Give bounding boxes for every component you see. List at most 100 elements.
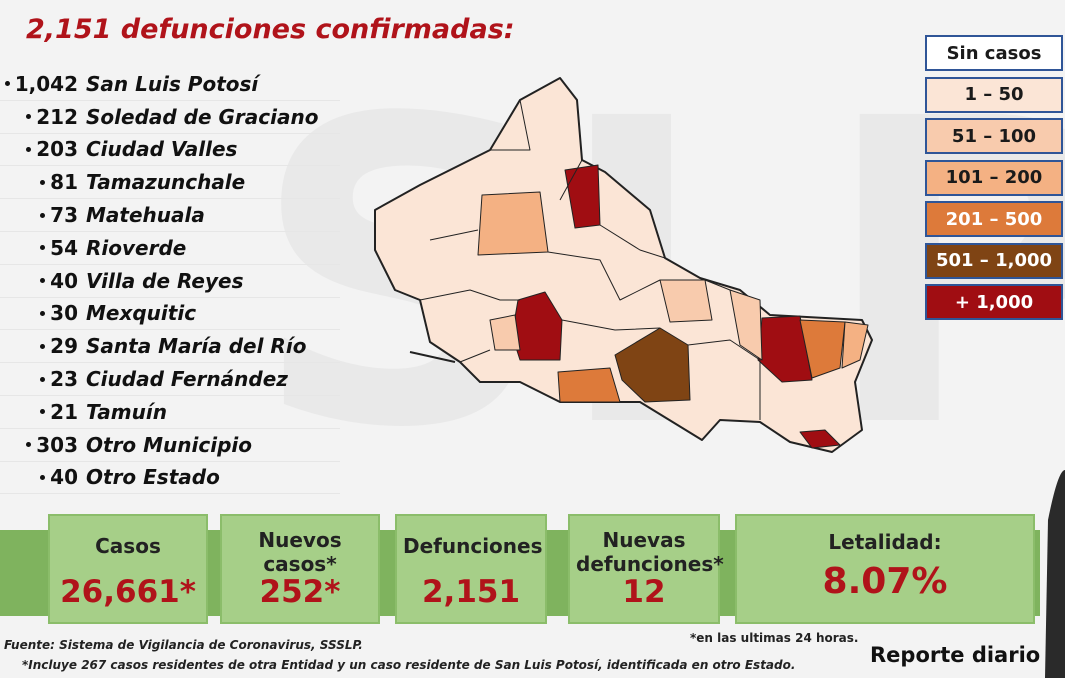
stat-box: Nuevas defunciones* 12 (568, 514, 724, 624)
bullet (40, 212, 46, 218)
death-count: 303 (36, 432, 78, 457)
stat-value: 252* (259, 574, 341, 610)
list-row: 54 Rioverde (0, 232, 340, 265)
legend: Sin casos 1 – 50 51 – 100 101 – 200 201 – 50… (925, 35, 1063, 326)
region (729, 289, 763, 361)
death-count: 30 (50, 301, 78, 326)
municipality: Santa María del Río (86, 334, 307, 359)
footer-label: Reporte diario (870, 643, 1041, 667)
list-row: 21 Tamuín (0, 396, 340, 429)
municipality: Tamazunchale (86, 170, 246, 195)
list-row: 30 Mexquitic (0, 298, 340, 331)
death-count-cell: 40 (0, 269, 78, 293)
presenter (1045, 470, 1065, 678)
stat-label: Casos (95, 534, 161, 558)
municipality: Rioverde (86, 235, 187, 260)
list-row: 40 Villa de Reyes (0, 265, 340, 298)
death-count-cell: 29 (0, 334, 78, 358)
death-count-cell: 303 (0, 433, 78, 457)
legend-entry: 51 – 100 (925, 118, 1063, 154)
death-count-cell: 23 (0, 367, 78, 391)
region (799, 429, 841, 449)
bullet (40, 343, 46, 349)
legend-entry: 1 – 50 (925, 76, 1063, 113)
list-row: 1,042 San Luis Potosí (0, 68, 340, 101)
death-count-cell: 40 (0, 465, 78, 489)
death-count-cell: 203 (0, 137, 78, 161)
legend-entry: Sin casos (925, 35, 1063, 71)
stat-label: Defunciones (403, 534, 543, 558)
borders (419, 99, 761, 420)
stat-value: 8.07% (822, 561, 948, 602)
stat-box: Letalidad: 8.07% (735, 514, 1035, 624)
death-count-cell: 54 (0, 236, 78, 260)
death-count: 29 (50, 334, 78, 359)
municipality: Otro Estado (86, 465, 220, 490)
bullet (40, 376, 46, 382)
bullet (26, 442, 32, 448)
region (557, 367, 621, 403)
note: *Incluye 267 casos residentes de otra En… (22, 658, 796, 672)
death-count-cell: 81 (0, 170, 78, 194)
region (489, 314, 521, 351)
footnote-24h: *en las ultimas 24 horas. (690, 631, 859, 645)
bullet (4, 81, 10, 87)
list-row: 303 Otro Municipio (0, 429, 340, 462)
legend-entry: 501 – 1,000 (925, 242, 1063, 279)
region (659, 279, 713, 323)
bullet (26, 146, 32, 152)
bullet (40, 474, 46, 480)
list-row: 23 Ciudad Fernández (0, 363, 340, 396)
bullet (26, 114, 32, 120)
death-count-cell: 212 (0, 105, 78, 129)
list-row: 29 Santa María del Río (0, 330, 340, 364)
death-count: 23 (50, 367, 78, 392)
stat-box: Nuevos casos* 252* (220, 514, 380, 624)
stat-value: 2,151 (421, 574, 521, 610)
municipality: Mexquitic (86, 301, 197, 326)
death-count: 40 (50, 268, 78, 293)
municipality: Ciudad Fernández (86, 367, 288, 392)
list-row: 203 Ciudad Valles (0, 134, 340, 167)
municipality: Tamuín (86, 399, 167, 424)
municipality: Otro Municipio (86, 432, 252, 457)
stat-label: Nuevos casos* (258, 528, 342, 576)
municipality: San Luis Potosí (86, 71, 259, 96)
state-outline (374, 77, 873, 453)
death-count-cell: 1,042 (0, 72, 78, 96)
bullet (40, 278, 46, 284)
municipality: Ciudad Valles (86, 137, 238, 162)
death-count: 54 (50, 235, 78, 260)
list-row: 212 Soledad de Graciano (0, 101, 340, 134)
border-line (409, 351, 456, 363)
list-row: 81 Tamazunchale (0, 166, 340, 200)
bullet (40, 245, 46, 251)
deaths-list: 1,042 San Luis Potosí 212 Soledad de Gracia… (0, 68, 340, 495)
death-count: 81 (50, 170, 78, 195)
map (374, 77, 873, 453)
death-count-cell: 30 (0, 301, 78, 325)
death-count: 40 (50, 465, 78, 490)
stat-label: Nuevas defunciones* (576, 528, 724, 576)
stat-label: Letalidad: (828, 530, 942, 554)
stat-box: Defunciones 2,151 (395, 514, 547, 624)
source: Fuente: Sistema de Vigilancia de Coronav… (4, 638, 363, 652)
municipality: Villa de Reyes (86, 268, 244, 293)
municipality: Matehuala (86, 203, 205, 228)
list-row: 40 Otro Estado (0, 462, 340, 495)
death-count-cell: 73 (0, 203, 78, 227)
title: 2,151 defunciones confirmadas: (26, 14, 515, 45)
legend-entry: + 1,000 (925, 284, 1063, 320)
bullet (40, 409, 46, 415)
stat-box: Casos 26,661* (48, 514, 208, 624)
municipality: Soledad de Graciano (86, 104, 319, 129)
death-count-cell: 21 (0, 400, 78, 424)
stat-value: 12 (622, 574, 666, 610)
region (799, 319, 846, 379)
death-count: 73 (50, 203, 78, 228)
death-count: 203 (36, 137, 78, 162)
region (841, 321, 869, 369)
death-count: 1,042 (14, 71, 78, 96)
stat-value: 26,661* (60, 574, 196, 610)
